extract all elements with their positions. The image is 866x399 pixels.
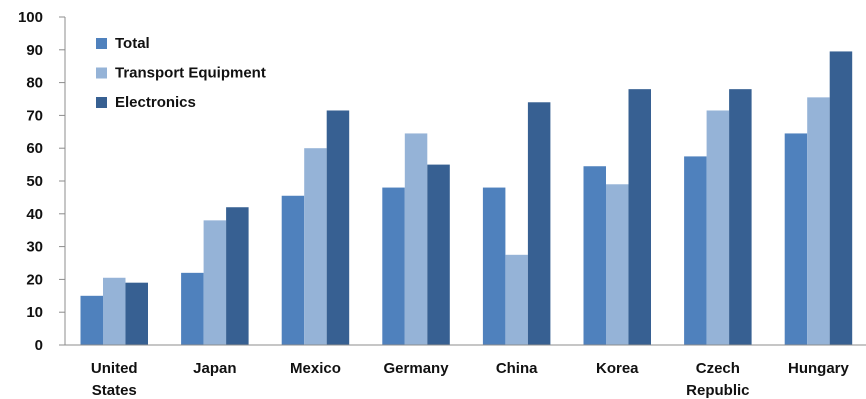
bar-total — [181, 272, 204, 345]
bar-transport-equipment — [103, 277, 126, 345]
bar-electronics — [829, 51, 853, 345]
bar-transport-equipment — [606, 184, 629, 345]
bar-total — [482, 187, 506, 345]
bar-transport-equipment — [203, 220, 227, 345]
x-tick-label: Korea — [596, 360, 639, 377]
y-tick-label: 50 — [26, 173, 43, 190]
x-tick-label: Czech — [696, 360, 740, 377]
y-tick-label: 0 — [35, 337, 43, 354]
bar-transport-equipment — [807, 97, 830, 345]
x-tick-label: States — [92, 382, 137, 399]
bar-electronics — [326, 110, 350, 345]
legend: Total Transport Equipment Electronics — [96, 35, 266, 111]
bar-transport-equipment — [706, 110, 730, 345]
bar-electronics — [427, 164, 450, 345]
x-tick-label: China — [496, 360, 538, 377]
legend-label: Electronics — [115, 94, 196, 111]
x-tick-label: Japan — [193, 360, 236, 377]
y-tick-label: 70 — [26, 107, 43, 124]
bar-electronics — [527, 102, 551, 345]
legend-swatch — [96, 97, 107, 108]
bar-total — [80, 295, 103, 345]
y-axis: 0 10 20 30 40 50 60 70 80 90 100 — [18, 9, 66, 354]
bar-total — [583, 166, 606, 345]
legend-swatch — [96, 38, 107, 49]
y-tick-label: 30 — [26, 239, 43, 256]
y-tick-label: 100 — [18, 9, 43, 26]
x-tick-label: Hungary — [788, 360, 850, 377]
x-tick-label: Germany — [384, 360, 450, 377]
x-axis: United States Japan Mexico Germany China Korea… — [65, 344, 866, 399]
bar-electronics — [628, 89, 651, 345]
x-tick-label: Mexico — [290, 360, 341, 377]
bar-transport-equipment — [505, 254, 528, 345]
bar-transport-equipment — [404, 133, 428, 345]
bars — [80, 51, 853, 345]
y-tick-label: 40 — [26, 206, 43, 223]
bar-total — [684, 156, 707, 345]
bar-electronics — [729, 89, 752, 345]
bar-total — [784, 133, 808, 345]
legend-label: Total — [115, 35, 150, 52]
y-tick-label: 10 — [26, 304, 43, 321]
bar-electronics — [226, 207, 249, 345]
bar-total — [382, 187, 405, 345]
bar-electronics — [125, 282, 148, 345]
y-tick-label: 20 — [26, 271, 43, 288]
y-tick-label: 90 — [26, 42, 43, 59]
x-tick-label: Republic — [686, 382, 749, 399]
bar-total — [281, 195, 305, 345]
legend-label: Transport Equipment — [115, 65, 266, 82]
x-tick-label: United — [91, 360, 138, 377]
bar-transport-equipment — [304, 148, 327, 345]
y-tick-label: 80 — [26, 75, 43, 92]
legend-swatch — [96, 67, 107, 79]
y-tick-label: 60 — [26, 140, 43, 157]
